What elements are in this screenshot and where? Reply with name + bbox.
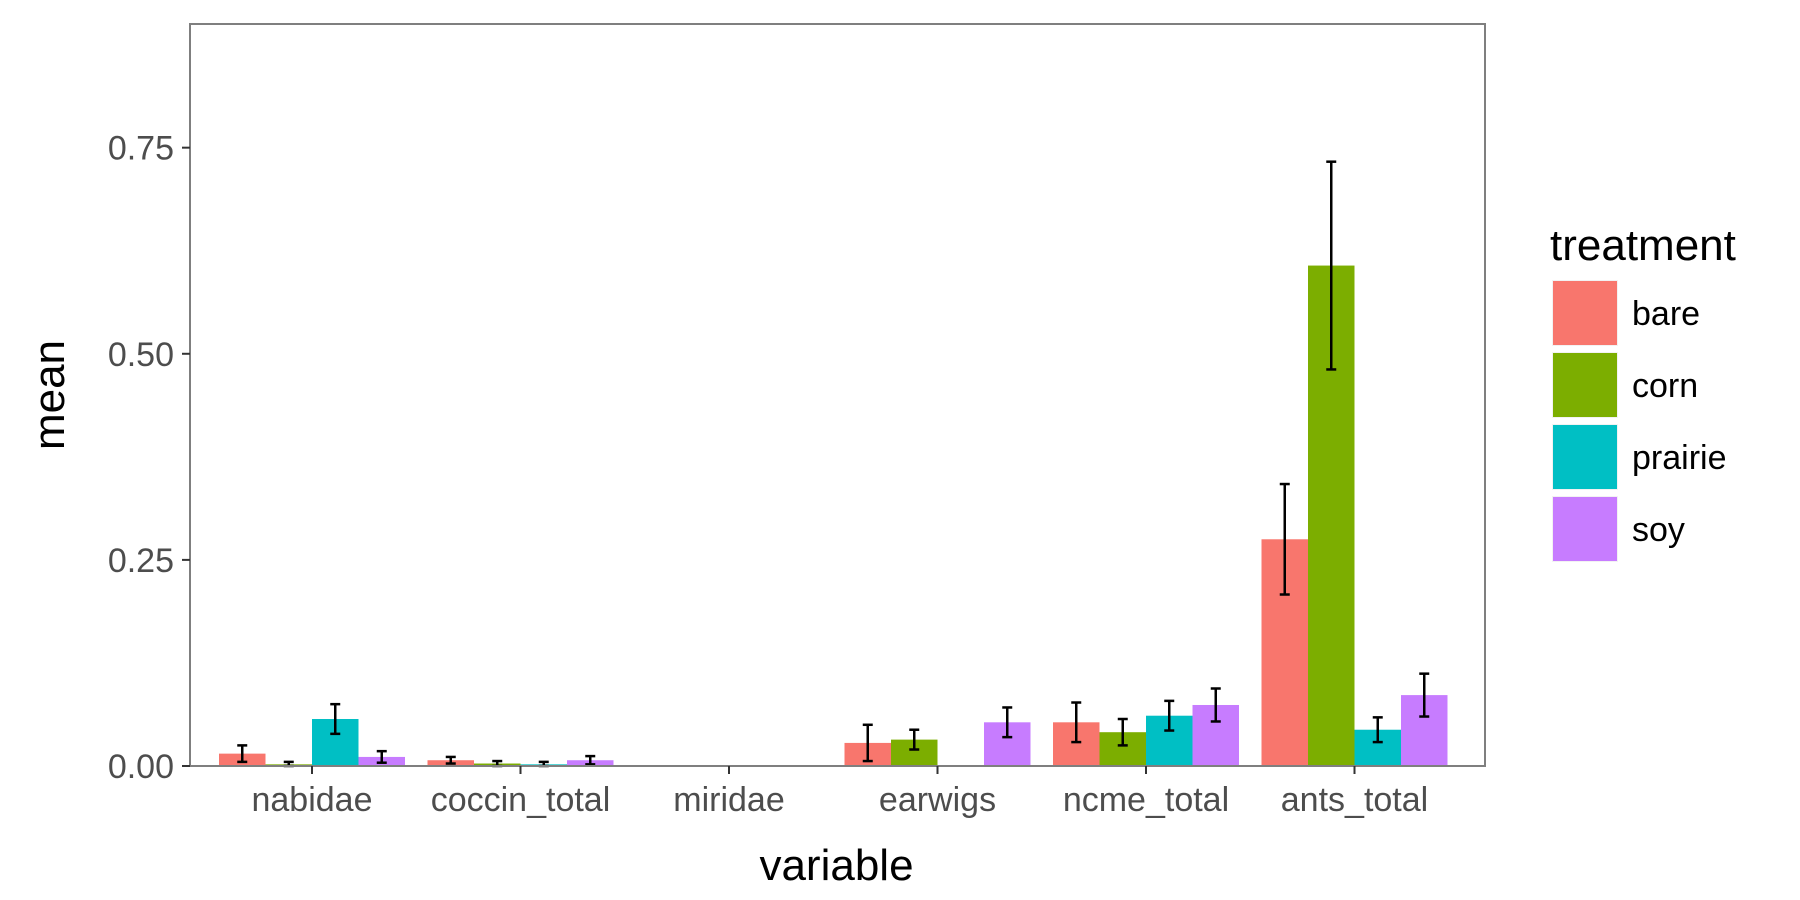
x-tick-label: coccin_total [431,781,611,819]
legend-label: corn [1632,367,1698,405]
y-tick-label: 0.75 [108,130,174,168]
x-axis: nabidae coccin_total miridae earwigs ncme_to… [251,766,1428,819]
legend-item-bare: bare [1552,280,1700,346]
error-bar-corn-ants_total [1326,160,1337,371]
legend-label: soy [1632,511,1685,549]
x-tick-label: ants_total [1281,781,1428,819]
legend-label: prairie [1632,439,1726,477]
panel-border [189,23,1486,767]
legend-swatch [1553,497,1617,561]
error-bar-prairie-ncme_total [1164,699,1175,732]
error-bar-soy-nabidae [376,749,387,764]
y-axis-title: mean [25,340,74,450]
y-tick-label: 0.00 [108,748,174,786]
legend-item-soy: soy [1552,496,1685,562]
legend: treatment bare corn prairie soy [1550,221,1736,562]
error-bar-corn-earwigs [909,728,920,751]
x-tick-label: ncme_total [1063,781,1229,819]
legend-label: bare [1632,295,1700,333]
legend-title: treatment [1550,221,1736,270]
error-bar-corn-ncme_total [1117,717,1128,747]
legend-item-prairie: prairie [1552,424,1726,490]
y-tick-label: 0.50 [108,336,174,374]
x-tick-label: miridae [673,781,784,819]
error-bar-soy-coccin_total [585,754,596,766]
legend-item-corn: corn [1552,352,1698,418]
legend-swatch [1553,281,1617,345]
x-axis-title: variable [759,841,913,890]
error-bar-bare-coccin_total [445,755,456,765]
error-bar-soy-ants_total [1419,672,1430,718]
x-tick-label: nabidae [251,781,372,819]
y-tick-label: 0.25 [108,542,174,580]
error-bar-soy-earwigs [1002,706,1013,739]
error-bar-bare-earwigs [862,723,873,763]
y-axis: 0.00 0.25 0.50 0.75 [108,130,190,786]
error-bar-bare-nabidae [237,744,248,764]
error-bars [237,160,1430,768]
error-bar-soy-ncme_total [1210,687,1221,723]
error-bar-bare-ants_total [1279,482,1290,596]
legend-swatch [1553,353,1617,417]
error-bar-prairie-nabidae [330,702,341,736]
error-bar-prairie-ants_total [1372,716,1383,744]
error-bar-bare-ncme_total [1071,701,1082,744]
bars [219,265,1448,766]
legend-swatch [1553,425,1617,489]
x-tick-label: earwigs [879,781,996,819]
